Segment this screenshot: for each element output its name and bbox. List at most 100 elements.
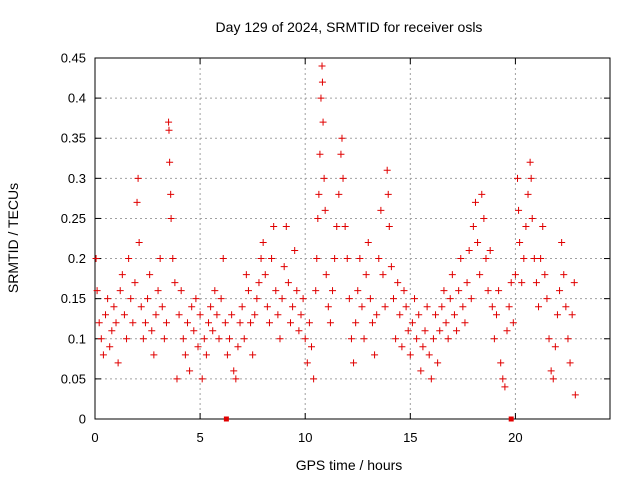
data-point <box>228 311 236 319</box>
data-point <box>295 327 303 335</box>
data-point <box>442 319 450 327</box>
data-point <box>213 311 221 319</box>
grid <box>95 58 610 419</box>
data-point <box>558 239 566 247</box>
data-point <box>173 375 181 383</box>
data-point <box>541 271 549 279</box>
data-point <box>123 335 131 343</box>
data-point <box>156 255 164 263</box>
data-point <box>527 174 535 182</box>
data-point <box>362 271 370 279</box>
data-point <box>211 287 219 295</box>
data-point <box>423 303 431 311</box>
data-point <box>571 391 579 399</box>
data-point <box>223 351 231 359</box>
data-point <box>106 343 114 351</box>
data-point <box>476 271 484 279</box>
data-point <box>463 279 471 287</box>
data-point <box>144 295 152 303</box>
plot-frame <box>94 57 611 420</box>
data-point <box>392 335 400 343</box>
data-point <box>549 375 557 383</box>
data-point <box>345 295 353 303</box>
y-tick-label: 0.3 <box>68 171 86 186</box>
data-point <box>102 311 110 319</box>
data-point <box>146 271 154 279</box>
data-point <box>505 303 513 311</box>
data-point <box>413 335 421 343</box>
data-point <box>196 311 204 319</box>
data-point <box>181 351 189 359</box>
x-tick-label: 0 <box>91 430 98 445</box>
data-points <box>92 62 579 399</box>
data-point <box>247 319 255 327</box>
data-point <box>387 263 395 271</box>
data-point <box>238 303 246 311</box>
data-point <box>127 295 135 303</box>
data-point <box>547 367 555 375</box>
data-point <box>347 335 355 343</box>
data-point <box>501 383 509 391</box>
data-point <box>293 287 301 295</box>
data-point <box>389 295 397 303</box>
data-point <box>556 287 564 295</box>
data-point <box>314 214 322 222</box>
data-point <box>270 222 278 230</box>
data-point <box>112 319 120 327</box>
data-point <box>230 367 238 375</box>
y-tick-label: 0 <box>79 412 86 427</box>
data-point <box>375 255 383 263</box>
data-point <box>522 222 530 230</box>
data-point <box>167 214 175 222</box>
x-tick-label: 10 <box>298 430 312 445</box>
data-point <box>497 359 505 367</box>
data-point <box>408 319 416 327</box>
data-point <box>194 343 202 351</box>
data-point <box>276 335 284 343</box>
data-point <box>255 279 263 287</box>
data-point <box>516 239 524 247</box>
data-point <box>537 255 545 263</box>
data-point <box>297 311 305 319</box>
axis-markers <box>223 416 514 422</box>
data-point <box>432 311 440 319</box>
data-point <box>341 222 349 230</box>
y-tick-label: 0.05 <box>61 371 86 386</box>
data-point <box>265 319 273 327</box>
data-point <box>160 335 168 343</box>
data-point <box>282 222 290 230</box>
data-point <box>467 295 475 303</box>
data-point <box>518 279 526 287</box>
data-point <box>507 279 515 287</box>
data-point <box>394 279 402 287</box>
data-point <box>495 287 503 295</box>
data-point <box>564 335 572 343</box>
y-tick-label: 0.2 <box>68 251 86 266</box>
data-point <box>486 247 494 255</box>
data-point <box>471 198 479 206</box>
data-point <box>209 327 217 335</box>
data-point <box>280 263 288 271</box>
data-point <box>326 319 334 327</box>
data-point <box>308 343 316 351</box>
data-point <box>488 303 496 311</box>
y-tick-label: 0.25 <box>61 211 86 226</box>
data-point <box>251 311 259 319</box>
data-point <box>459 303 467 311</box>
x-tick-label: 5 <box>196 430 203 445</box>
data-point <box>469 222 477 230</box>
data-point <box>299 295 307 303</box>
data-point <box>278 295 286 303</box>
data-point <box>108 327 116 335</box>
data-point <box>329 287 337 295</box>
data-point <box>322 271 330 279</box>
data-point <box>450 311 458 319</box>
data-point <box>226 335 234 343</box>
data-point <box>188 303 196 311</box>
data-point <box>268 255 276 263</box>
data-point <box>274 311 282 319</box>
data-point <box>318 78 326 86</box>
data-point <box>360 335 368 343</box>
data-point <box>429 335 437 343</box>
